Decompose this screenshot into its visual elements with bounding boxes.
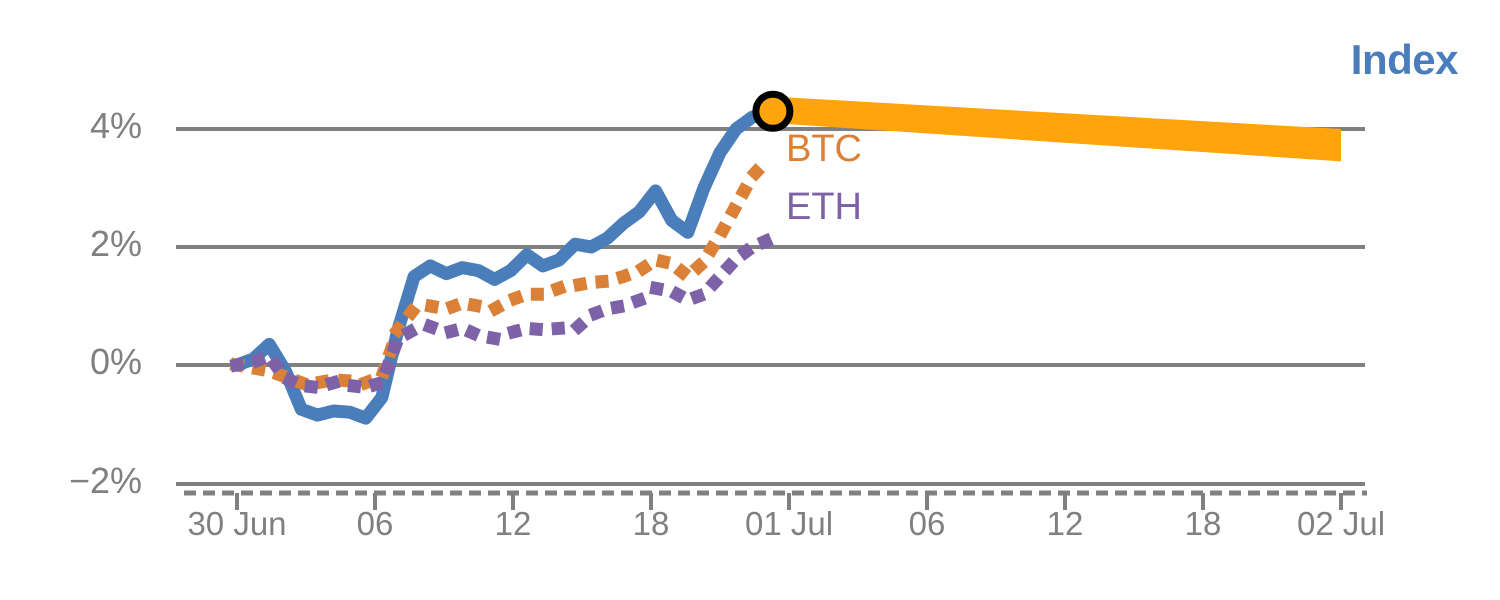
series-line-eth [229,232,775,394]
x-axis-tick-label: 01 Jul [744,505,834,542]
y-axis-tick-label: 4% [89,105,142,146]
marker-circle [752,90,794,132]
x-axis-tick-label: 30 Jun [187,505,287,542]
forecast-cone-shape [772,96,1341,162]
x-axis-tick-label: 18 [1184,505,1222,542]
y-axis-tick-label: 0% [89,341,142,382]
data-series-layer [229,104,780,425]
x-axis-tick-label: 12 [494,505,532,542]
x-axis-tick-label: 18 [632,505,670,542]
x-axis-tick-label: 02 Jul [1296,505,1386,542]
x-axis-ticks [235,493,1343,510]
legend-label-eth: ETH [786,186,862,228]
legend-label-btc: BTC [786,128,862,170]
forecast-cone [772,96,1341,162]
current-value-marker [752,90,794,132]
y-axis-tick-label: 2% [89,223,142,264]
gridlines [176,127,1367,496]
x-axis-tick-label: 06 [356,505,394,542]
x-axis-tick-label: 12 [1046,505,1084,542]
x-axis-tick-label: 06 [908,505,946,542]
series-line-index [230,104,780,425]
chart-title: Index [1350,36,1459,83]
y-axis-tick-label: −2% [68,460,142,501]
